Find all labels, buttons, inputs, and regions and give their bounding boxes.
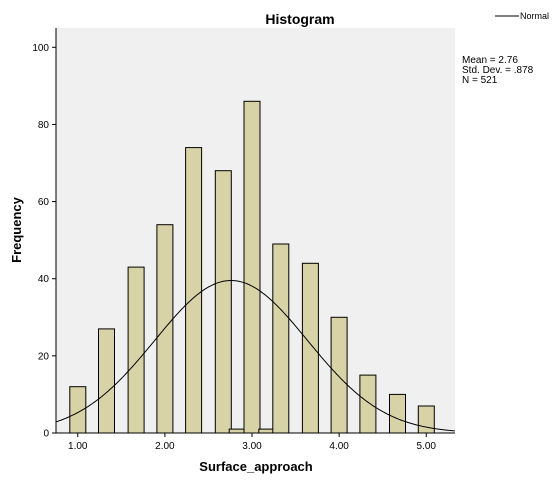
x-tick-label-1: 2.00 <box>155 441 175 452</box>
stats-n: N = 521 <box>462 75 498 86</box>
normal-curve <box>55 280 456 432</box>
stats-mean: Mean = 2.76 <box>462 55 518 66</box>
histogram-bar-10 <box>301 262 319 434</box>
histogram-bar-14 <box>417 405 435 434</box>
x-axis-label: Surface_approach <box>199 459 312 474</box>
histogram-bar-11 <box>330 316 348 434</box>
y-tick-label-1: 20 <box>38 351 50 362</box>
histogram-bar-6 <box>228 428 246 434</box>
histogram-bar-9 <box>272 243 290 434</box>
histogram-bar-2 <box>127 266 145 434</box>
histogram-bar-1 <box>98 328 115 434</box>
histogram-bar-7 <box>243 100 261 434</box>
axes-group <box>55 28 455 434</box>
x-tick-label-0: 1.00 <box>68 441 88 452</box>
histogram-bar-13 <box>389 393 406 434</box>
y-tick-label-5: 100 <box>32 43 49 54</box>
stats-std-dev: Std. Dev. = .878 <box>462 65 534 76</box>
histogram-bar-12 <box>359 374 377 434</box>
y-tick-label-0: 0 <box>43 429 49 440</box>
histogram-bar-4 <box>185 147 203 434</box>
y-axis-label: Frequency <box>9 196 24 263</box>
legend: Normal <box>495 11 549 21</box>
chart-title: Histogram <box>265 11 334 27</box>
histogram-bar-5 <box>214 170 232 434</box>
y-tick-label-3: 60 <box>38 197 50 208</box>
bars-group <box>69 100 435 434</box>
y-tick-label-2: 40 <box>38 274 50 285</box>
x-tick-label-3: 4.00 <box>329 441 349 452</box>
x-tick-label-2: 3.00 <box>242 441 262 452</box>
x-tick-label-4: 5.00 <box>417 441 437 452</box>
y-tick-label-4: 80 <box>38 120 50 131</box>
legend-label-normal: Normal <box>520 11 549 21</box>
ticks-group: 0 20 40 60 80 100 1.00 2.00 3.00 4.00 5.00 <box>32 43 436 452</box>
stats-box: Mean = 2.76 Std. Dev. = .878 N = 521 <box>462 55 534 86</box>
